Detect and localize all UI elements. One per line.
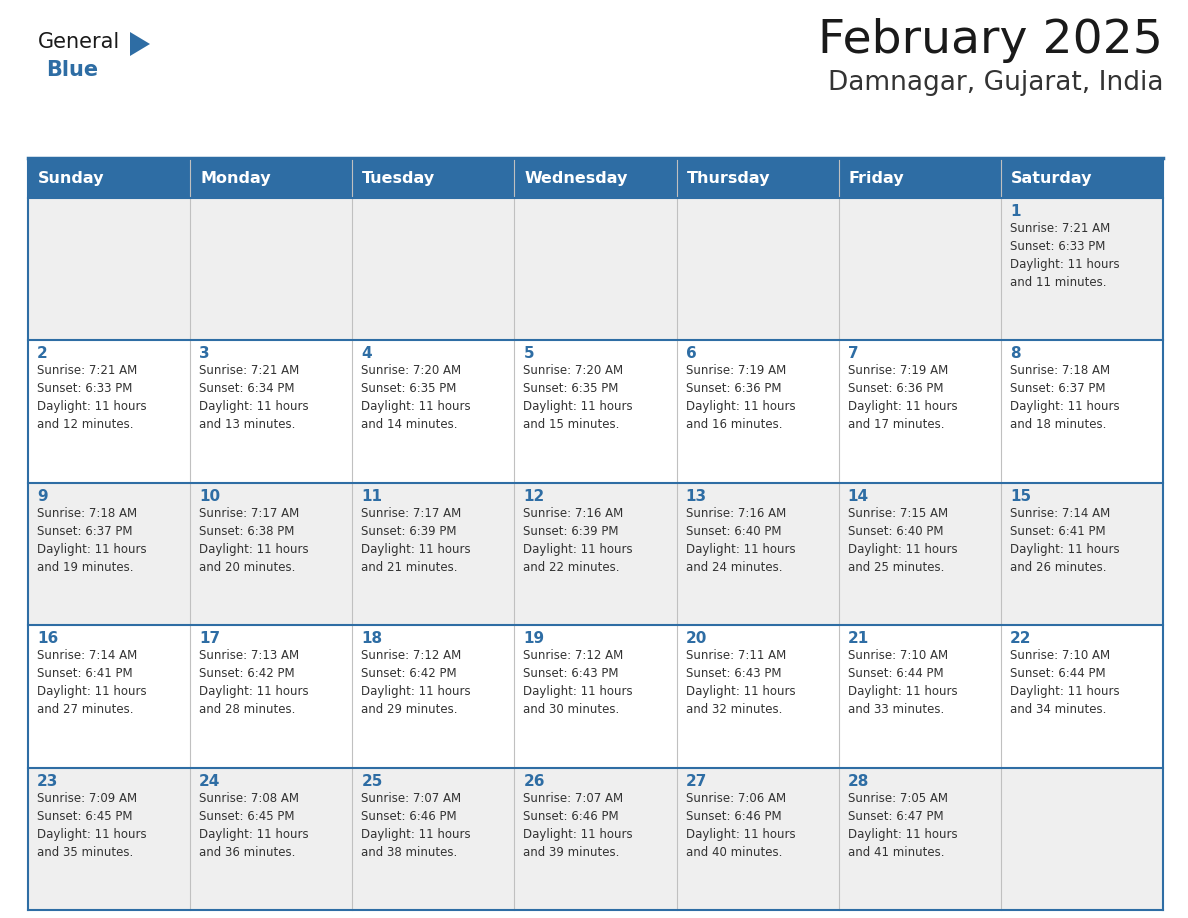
Text: 6: 6 xyxy=(685,346,696,362)
Text: 14: 14 xyxy=(848,488,868,504)
Text: 26: 26 xyxy=(524,774,545,789)
Text: Sunrise: 7:10 AM
Sunset: 6:44 PM
Daylight: 11 hours
and 34 minutes.: Sunrise: 7:10 AM Sunset: 6:44 PM Dayligh… xyxy=(1010,649,1119,716)
Text: Sunrise: 7:07 AM
Sunset: 6:46 PM
Daylight: 11 hours
and 38 minutes.: Sunrise: 7:07 AM Sunset: 6:46 PM Dayligh… xyxy=(361,791,470,858)
Text: 15: 15 xyxy=(1010,488,1031,504)
Text: 13: 13 xyxy=(685,488,707,504)
Text: Friday: Friday xyxy=(848,172,904,186)
Text: 28: 28 xyxy=(848,774,870,789)
Text: 18: 18 xyxy=(361,632,383,646)
Bar xyxy=(29,625,1163,767)
Text: Monday: Monday xyxy=(200,172,271,186)
Text: 2: 2 xyxy=(37,346,48,362)
Text: 5: 5 xyxy=(524,346,535,362)
Text: 4: 4 xyxy=(361,346,372,362)
Text: 23: 23 xyxy=(37,774,58,789)
Text: 24: 24 xyxy=(200,774,221,789)
Bar xyxy=(29,483,1163,625)
Text: Sunrise: 7:13 AM
Sunset: 6:42 PM
Daylight: 11 hours
and 28 minutes.: Sunrise: 7:13 AM Sunset: 6:42 PM Dayligh… xyxy=(200,649,309,716)
Text: 17: 17 xyxy=(200,632,220,646)
Bar xyxy=(29,198,1163,341)
Text: 19: 19 xyxy=(524,632,544,646)
Text: Thursday: Thursday xyxy=(687,172,770,186)
Text: Sunrise: 7:21 AM
Sunset: 6:33 PM
Daylight: 11 hours
and 12 minutes.: Sunrise: 7:21 AM Sunset: 6:33 PM Dayligh… xyxy=(37,364,146,431)
Text: Sunrise: 7:09 AM
Sunset: 6:45 PM
Daylight: 11 hours
and 35 minutes.: Sunrise: 7:09 AM Sunset: 6:45 PM Dayligh… xyxy=(37,791,146,858)
Text: Sunrise: 7:19 AM
Sunset: 6:36 PM
Daylight: 11 hours
and 16 minutes.: Sunrise: 7:19 AM Sunset: 6:36 PM Dayligh… xyxy=(685,364,795,431)
Text: 21: 21 xyxy=(848,632,868,646)
Text: Sunrise: 7:05 AM
Sunset: 6:47 PM
Daylight: 11 hours
and 41 minutes.: Sunrise: 7:05 AM Sunset: 6:47 PM Dayligh… xyxy=(848,791,958,858)
Text: Saturday: Saturday xyxy=(1011,172,1092,186)
Text: Sunrise: 7:20 AM
Sunset: 6:35 PM
Daylight: 11 hours
and 15 minutes.: Sunrise: 7:20 AM Sunset: 6:35 PM Dayligh… xyxy=(524,364,633,431)
Text: 3: 3 xyxy=(200,346,210,362)
Text: Sunrise: 7:20 AM
Sunset: 6:35 PM
Daylight: 11 hours
and 14 minutes.: Sunrise: 7:20 AM Sunset: 6:35 PM Dayligh… xyxy=(361,364,470,431)
Text: 11: 11 xyxy=(361,488,383,504)
Text: 9: 9 xyxy=(37,488,48,504)
Text: February 2025: February 2025 xyxy=(819,18,1163,63)
Text: 27: 27 xyxy=(685,774,707,789)
Text: 10: 10 xyxy=(200,488,220,504)
Text: Sunrise: 7:12 AM
Sunset: 6:43 PM
Daylight: 11 hours
and 30 minutes.: Sunrise: 7:12 AM Sunset: 6:43 PM Dayligh… xyxy=(524,649,633,716)
Text: 25: 25 xyxy=(361,774,383,789)
Text: Blue: Blue xyxy=(46,60,99,80)
Text: Sunrise: 7:16 AM
Sunset: 6:39 PM
Daylight: 11 hours
and 22 minutes.: Sunrise: 7:16 AM Sunset: 6:39 PM Dayligh… xyxy=(524,507,633,574)
Text: Sunrise: 7:14 AM
Sunset: 6:41 PM
Daylight: 11 hours
and 26 minutes.: Sunrise: 7:14 AM Sunset: 6:41 PM Dayligh… xyxy=(1010,507,1119,574)
Text: Sunrise: 7:18 AM
Sunset: 6:37 PM
Daylight: 11 hours
and 18 minutes.: Sunrise: 7:18 AM Sunset: 6:37 PM Dayligh… xyxy=(1010,364,1119,431)
Bar xyxy=(29,767,1163,910)
Text: Sunrise: 7:21 AM
Sunset: 6:34 PM
Daylight: 11 hours
and 13 minutes.: Sunrise: 7:21 AM Sunset: 6:34 PM Dayligh… xyxy=(200,364,309,431)
Bar xyxy=(29,341,1163,483)
Polygon shape xyxy=(129,32,150,56)
Text: 1: 1 xyxy=(1010,204,1020,219)
Text: Sunrise: 7:15 AM
Sunset: 6:40 PM
Daylight: 11 hours
and 25 minutes.: Sunrise: 7:15 AM Sunset: 6:40 PM Dayligh… xyxy=(848,507,958,574)
Text: Sunrise: 7:08 AM
Sunset: 6:45 PM
Daylight: 11 hours
and 36 minutes.: Sunrise: 7:08 AM Sunset: 6:45 PM Dayligh… xyxy=(200,791,309,858)
Text: 20: 20 xyxy=(685,632,707,646)
Text: Sunrise: 7:16 AM
Sunset: 6:40 PM
Daylight: 11 hours
and 24 minutes.: Sunrise: 7:16 AM Sunset: 6:40 PM Dayligh… xyxy=(685,507,795,574)
Text: Sunrise: 7:06 AM
Sunset: 6:46 PM
Daylight: 11 hours
and 40 minutes.: Sunrise: 7:06 AM Sunset: 6:46 PM Dayligh… xyxy=(685,791,795,858)
Text: General: General xyxy=(38,32,120,52)
Text: Tuesday: Tuesday xyxy=(362,172,436,186)
Text: Sunrise: 7:11 AM
Sunset: 6:43 PM
Daylight: 11 hours
and 32 minutes.: Sunrise: 7:11 AM Sunset: 6:43 PM Dayligh… xyxy=(685,649,795,716)
Bar xyxy=(29,160,1163,198)
Text: Wednesday: Wednesday xyxy=(524,172,627,186)
Text: Sunrise: 7:12 AM
Sunset: 6:42 PM
Daylight: 11 hours
and 29 minutes.: Sunrise: 7:12 AM Sunset: 6:42 PM Dayligh… xyxy=(361,649,470,716)
Text: Sunrise: 7:19 AM
Sunset: 6:36 PM
Daylight: 11 hours
and 17 minutes.: Sunrise: 7:19 AM Sunset: 6:36 PM Dayligh… xyxy=(848,364,958,431)
Text: Sunrise: 7:17 AM
Sunset: 6:39 PM
Daylight: 11 hours
and 21 minutes.: Sunrise: 7:17 AM Sunset: 6:39 PM Dayligh… xyxy=(361,507,470,574)
Text: Sunrise: 7:17 AM
Sunset: 6:38 PM
Daylight: 11 hours
and 20 minutes.: Sunrise: 7:17 AM Sunset: 6:38 PM Dayligh… xyxy=(200,507,309,574)
Text: Sunday: Sunday xyxy=(38,172,105,186)
Text: Sunrise: 7:18 AM
Sunset: 6:37 PM
Daylight: 11 hours
and 19 minutes.: Sunrise: 7:18 AM Sunset: 6:37 PM Dayligh… xyxy=(37,507,146,574)
Text: 8: 8 xyxy=(1010,346,1020,362)
Text: 7: 7 xyxy=(848,346,859,362)
Text: 22: 22 xyxy=(1010,632,1031,646)
Text: Sunrise: 7:21 AM
Sunset: 6:33 PM
Daylight: 11 hours
and 11 minutes.: Sunrise: 7:21 AM Sunset: 6:33 PM Dayligh… xyxy=(1010,222,1119,289)
Text: 12: 12 xyxy=(524,488,544,504)
Text: Sunrise: 7:10 AM
Sunset: 6:44 PM
Daylight: 11 hours
and 33 minutes.: Sunrise: 7:10 AM Sunset: 6:44 PM Dayligh… xyxy=(848,649,958,716)
Text: Sunrise: 7:07 AM
Sunset: 6:46 PM
Daylight: 11 hours
and 39 minutes.: Sunrise: 7:07 AM Sunset: 6:46 PM Dayligh… xyxy=(524,791,633,858)
Text: 16: 16 xyxy=(37,632,58,646)
Text: Damnagar, Gujarat, India: Damnagar, Gujarat, India xyxy=(828,70,1163,96)
Text: Sunrise: 7:14 AM
Sunset: 6:41 PM
Daylight: 11 hours
and 27 minutes.: Sunrise: 7:14 AM Sunset: 6:41 PM Dayligh… xyxy=(37,649,146,716)
